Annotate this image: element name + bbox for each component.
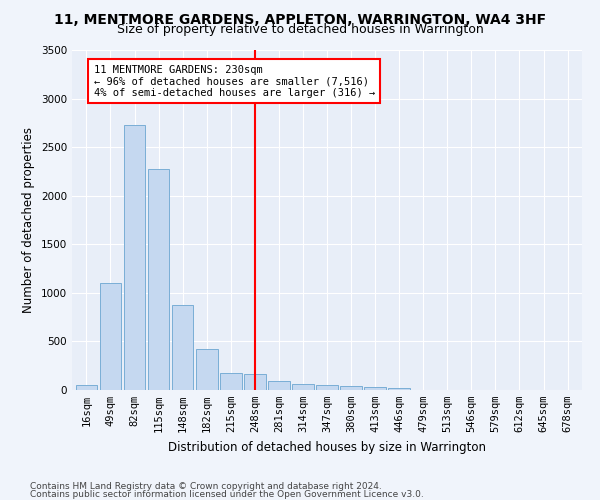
Bar — [388, 388, 410, 390]
Bar — [364, 387, 386, 390]
Text: Size of property relative to detached houses in Warrington: Size of property relative to detached ho… — [116, 22, 484, 36]
Bar — [244, 374, 266, 390]
X-axis label: Distribution of detached houses by size in Warrington: Distribution of detached houses by size … — [168, 440, 486, 454]
Bar — [292, 384, 314, 390]
Bar — [148, 168, 169, 390]
Text: 11, MENTMORE GARDENS, APPLETON, WARRINGTON, WA4 3HF: 11, MENTMORE GARDENS, APPLETON, WARRINGT… — [54, 12, 546, 26]
Bar — [340, 386, 362, 390]
Text: Contains HM Land Registry data © Crown copyright and database right 2024.: Contains HM Land Registry data © Crown c… — [30, 482, 382, 491]
Text: Contains public sector information licensed under the Open Government Licence v3: Contains public sector information licen… — [30, 490, 424, 499]
Bar — [196, 349, 218, 390]
Bar — [172, 304, 193, 390]
Bar — [268, 381, 290, 390]
Bar — [220, 374, 242, 390]
Y-axis label: Number of detached properties: Number of detached properties — [22, 127, 35, 313]
Text: 11 MENTMORE GARDENS: 230sqm
← 96% of detached houses are smaller (7,516)
4% of s: 11 MENTMORE GARDENS: 230sqm ← 96% of det… — [94, 64, 375, 98]
Bar — [100, 283, 121, 390]
Bar — [316, 385, 338, 390]
Bar — [124, 125, 145, 390]
Bar — [76, 384, 97, 390]
